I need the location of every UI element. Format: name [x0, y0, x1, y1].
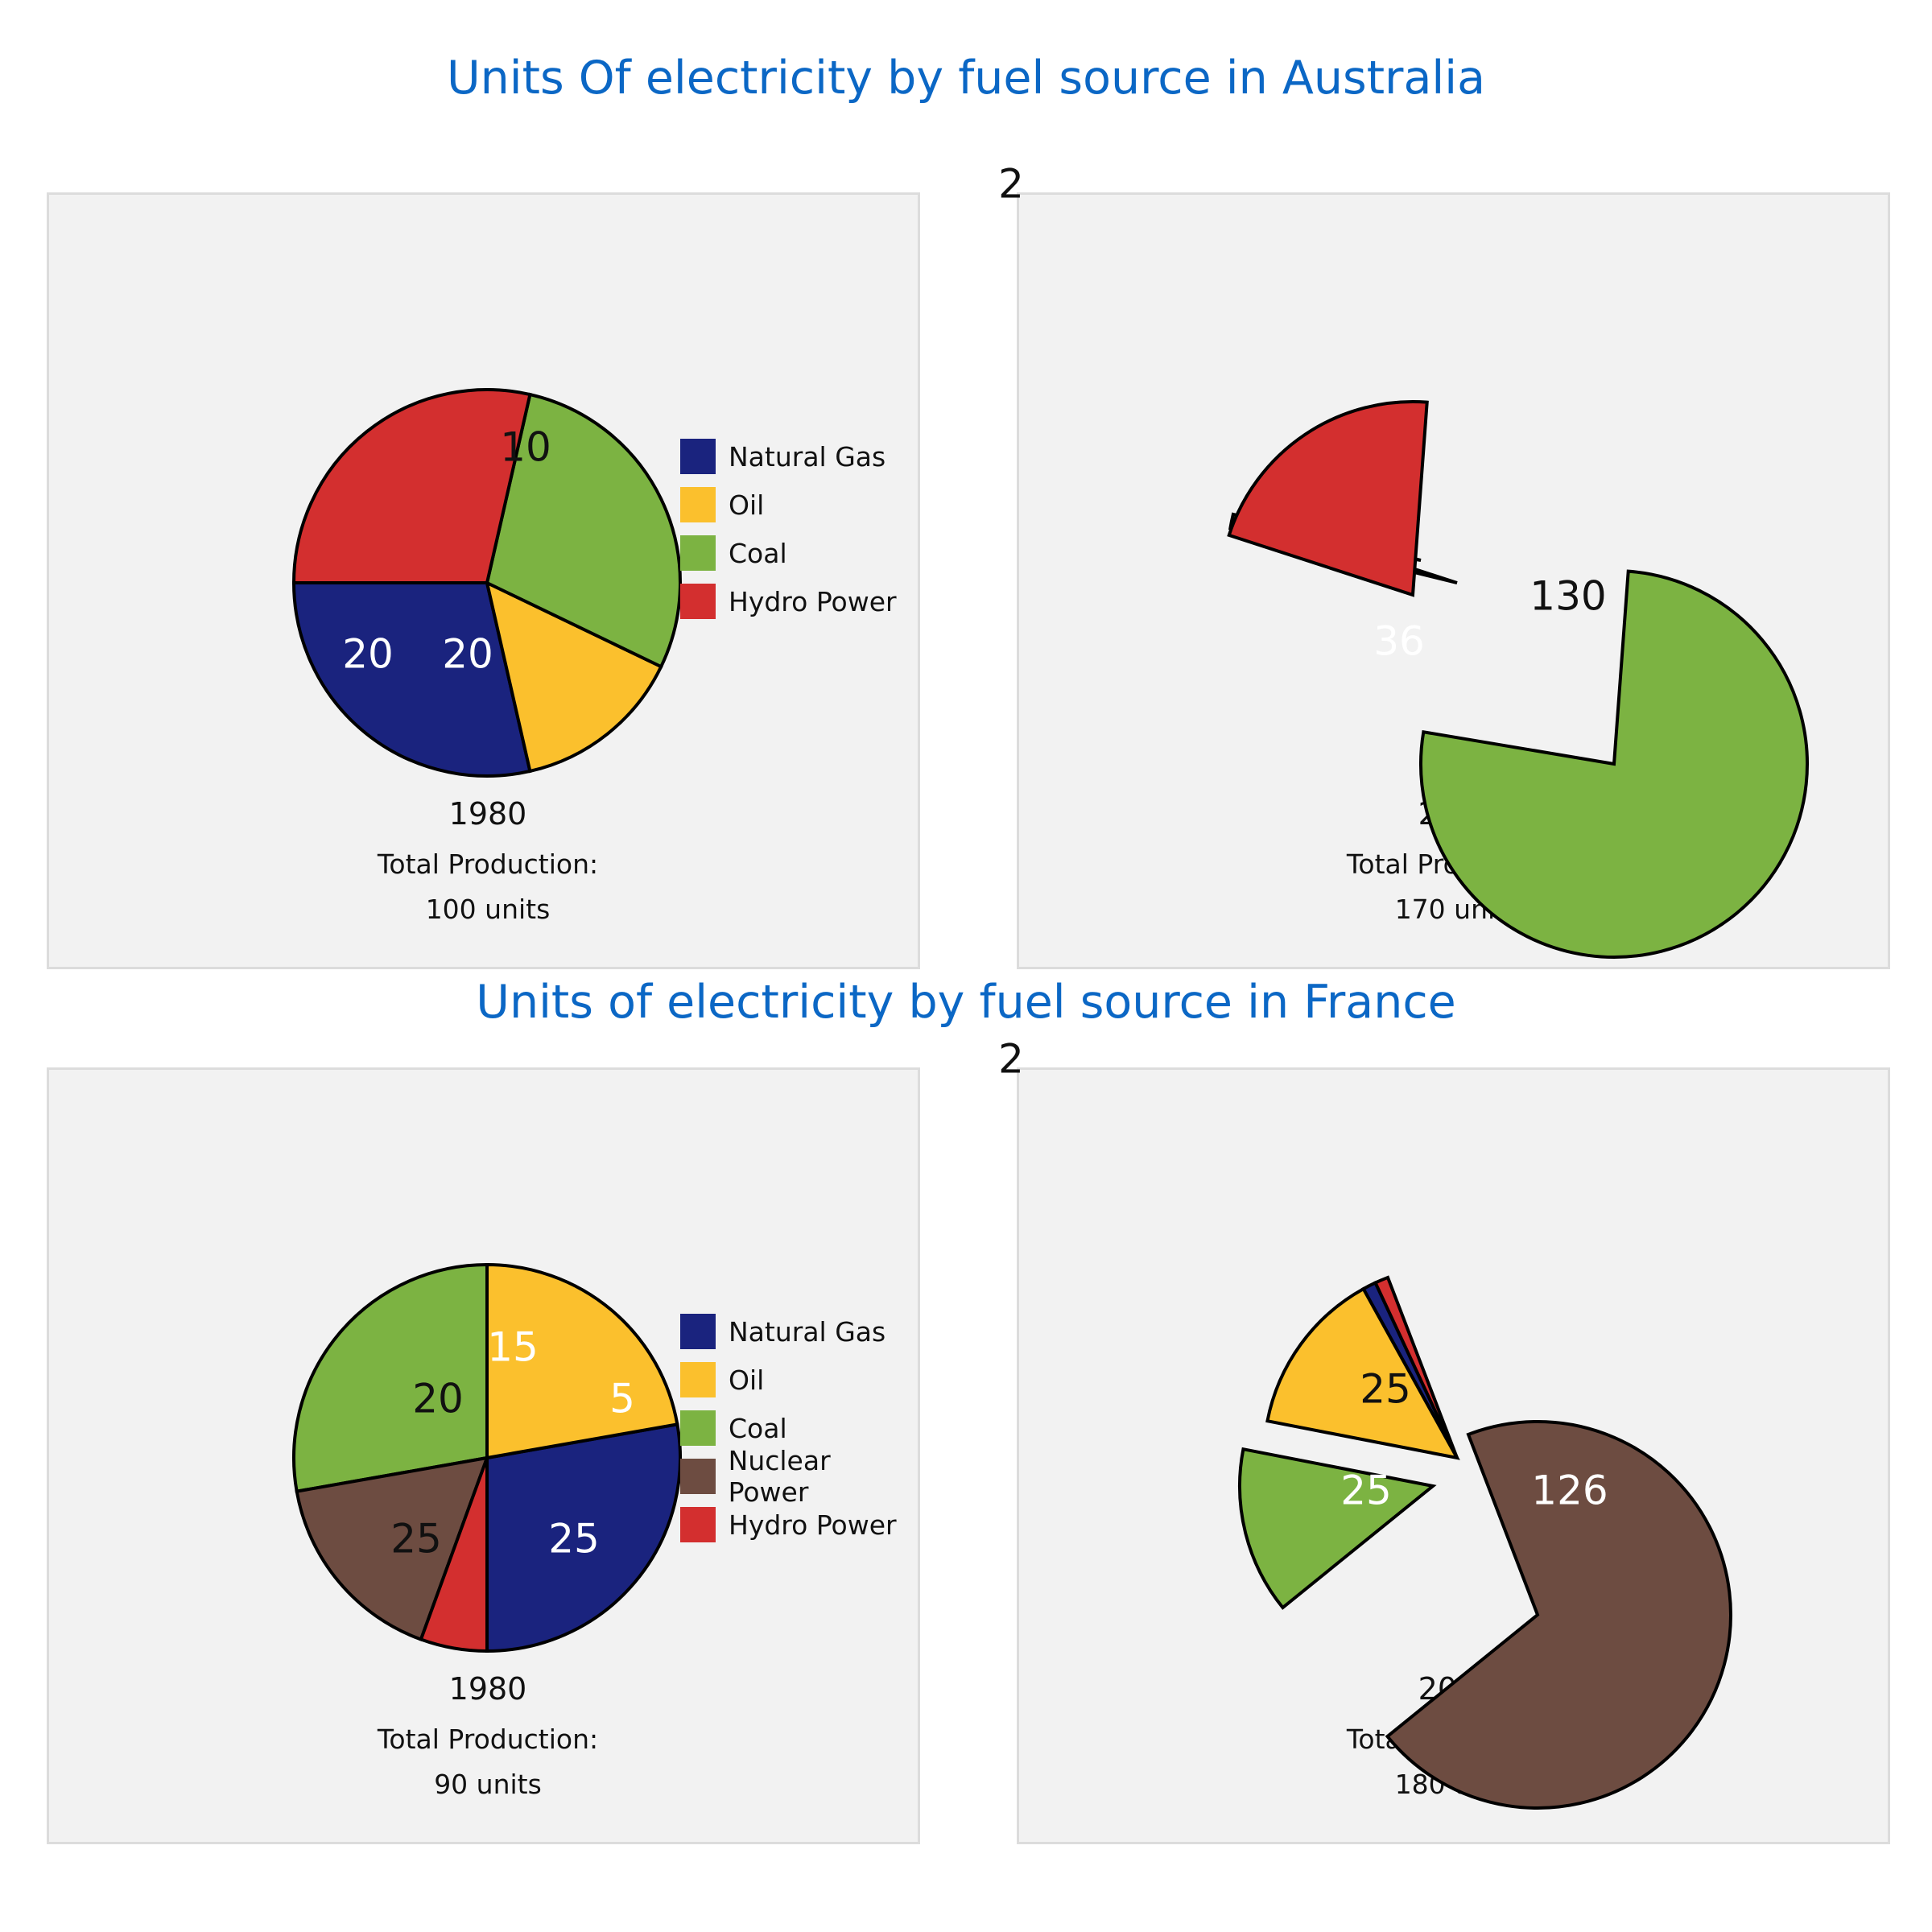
slice-value-label: 36 [1373, 618, 1425, 665]
slice-value-label: 25 [1340, 1468, 1392, 1514]
pie-australia-1980: 20 10 20 [291, 388, 682, 778]
legend-swatch [680, 584, 716, 619]
legend-label: Natural Gas [729, 440, 886, 473]
legend-item-coal: Coal [680, 1404, 918, 1452]
pie-slice-nuclear-power [1385, 1420, 1732, 1810]
pie-slice-coal [485, 392, 682, 669]
slice-value-label: 25 [1360, 1366, 1411, 1413]
legend-swatch [680, 439, 716, 474]
total-production-value: 100 units [425, 894, 551, 925]
legend-item-natural-gas: Natural Gas [680, 1307, 918, 1356]
legend-label: Coal [729, 537, 787, 569]
legend-item-natural-gas: Natural Gas [680, 432, 897, 481]
legend-item-hydro-power: Hydro Power [680, 1501, 918, 1549]
legend-label: Oil [729, 1364, 765, 1396]
legend-item-hydro-power: Hydro Power [680, 577, 897, 625]
slice-value-label: 15 [487, 1324, 539, 1371]
legend-swatch [680, 1362, 716, 1397]
slice-value-label: 20 [342, 631, 394, 678]
slice-value-label: 10 [500, 424, 551, 471]
legend-swatch [680, 1314, 716, 1349]
pie-slice-oil [485, 1262, 679, 1460]
pie-slice-natural-gas [291, 581, 532, 778]
slice-value-label: 2 [998, 161, 1024, 208]
legend-swatch [680, 535, 716, 571]
slice-value-label: 20 [412, 1376, 464, 1422]
slice-value-label: 5 [609, 1376, 635, 1422]
legend-label: Oil [729, 489, 765, 521]
legend-label: Nuclear Power [728, 1445, 831, 1508]
legend-item-coal: Coal [680, 529, 897, 577]
legend-label: Hydro Power [729, 585, 897, 617]
pie-slice-oil [485, 580, 663, 774]
legend-item-oil: Oil [680, 1356, 918, 1404]
slice-value-label: 130 [1530, 573, 1606, 620]
pie-slice-coal [1419, 569, 1809, 959]
year-label: 1980 [448, 796, 527, 832]
legend-label: Coal [729, 1412, 787, 1444]
total-production-value: 90 units [434, 1769, 542, 1800]
pie-slice-natural-gas [485, 1422, 682, 1653]
legend-france: Natural Gas Oil Coal Nuclear Power Hydro… [680, 1307, 918, 1549]
total-production-label: Total Production: [377, 1724, 599, 1755]
pie-slice-hydro-power [291, 388, 532, 584]
pie-slice-oil [1265, 1286, 1460, 1460]
pie-slice-hydro-power [1227, 400, 1429, 597]
legend-swatch [680, 1507, 716, 1542]
year-label: 1980 [448, 1671, 527, 1707]
pie-france-1980: 25 20 25 15 5 [292, 1262, 682, 1653]
panel-france-1980: 25 20 25 15 5 Natural Gas Oil Coal Nuclear P… [47, 1067, 920, 1844]
slice-value-label: 25 [390, 1516, 442, 1563]
legend-swatch [680, 1410, 716, 1446]
slice-value-label: 2 [998, 1036, 1024, 1083]
pie-slice-coal [292, 1262, 489, 1493]
legend-item-oil: Oil [680, 481, 897, 529]
legend-item-nuclear-power: Nuclear Power [680, 1445, 918, 1508]
legend-swatch [680, 1459, 716, 1494]
pie-slice-coal [1238, 1447, 1437, 1610]
pie-slice-nuclear-power [295, 1455, 490, 1642]
legend-swatch [680, 487, 716, 522]
legend-label: Natural Gas [729, 1315, 886, 1348]
slice-value-label: 20 [442, 631, 493, 678]
slice-value-label: 2 [998, 1036, 1024, 1083]
legend-label: Hydro Power [729, 1509, 897, 1541]
panel-australia-1980: 20 10 20 Natural Gas Oil Coal Hydro Power … [47, 192, 920, 969]
slice-value-label: 2 [998, 161, 1024, 208]
total-production-label: Total Production: [377, 848, 599, 880]
slice-value-label: 126 [1531, 1468, 1608, 1514]
france-section-title: Units of electricity by fuel source in F… [476, 976, 1456, 1029]
legend-australia: Natural Gas Oil Coal Hydro Power [680, 432, 897, 625]
pie-slice-hydro-power [1373, 1275, 1459, 1459]
pie-slice-hydro-power [419, 1457, 489, 1653]
slice-value-label: 25 [548, 1516, 600, 1563]
australia-section-title: Units Of electricity by fuel source in A… [446, 52, 1486, 105]
panel-france-2000: 2000 Total Production: 180 units 2252512… [998, 1036, 1890, 1844]
